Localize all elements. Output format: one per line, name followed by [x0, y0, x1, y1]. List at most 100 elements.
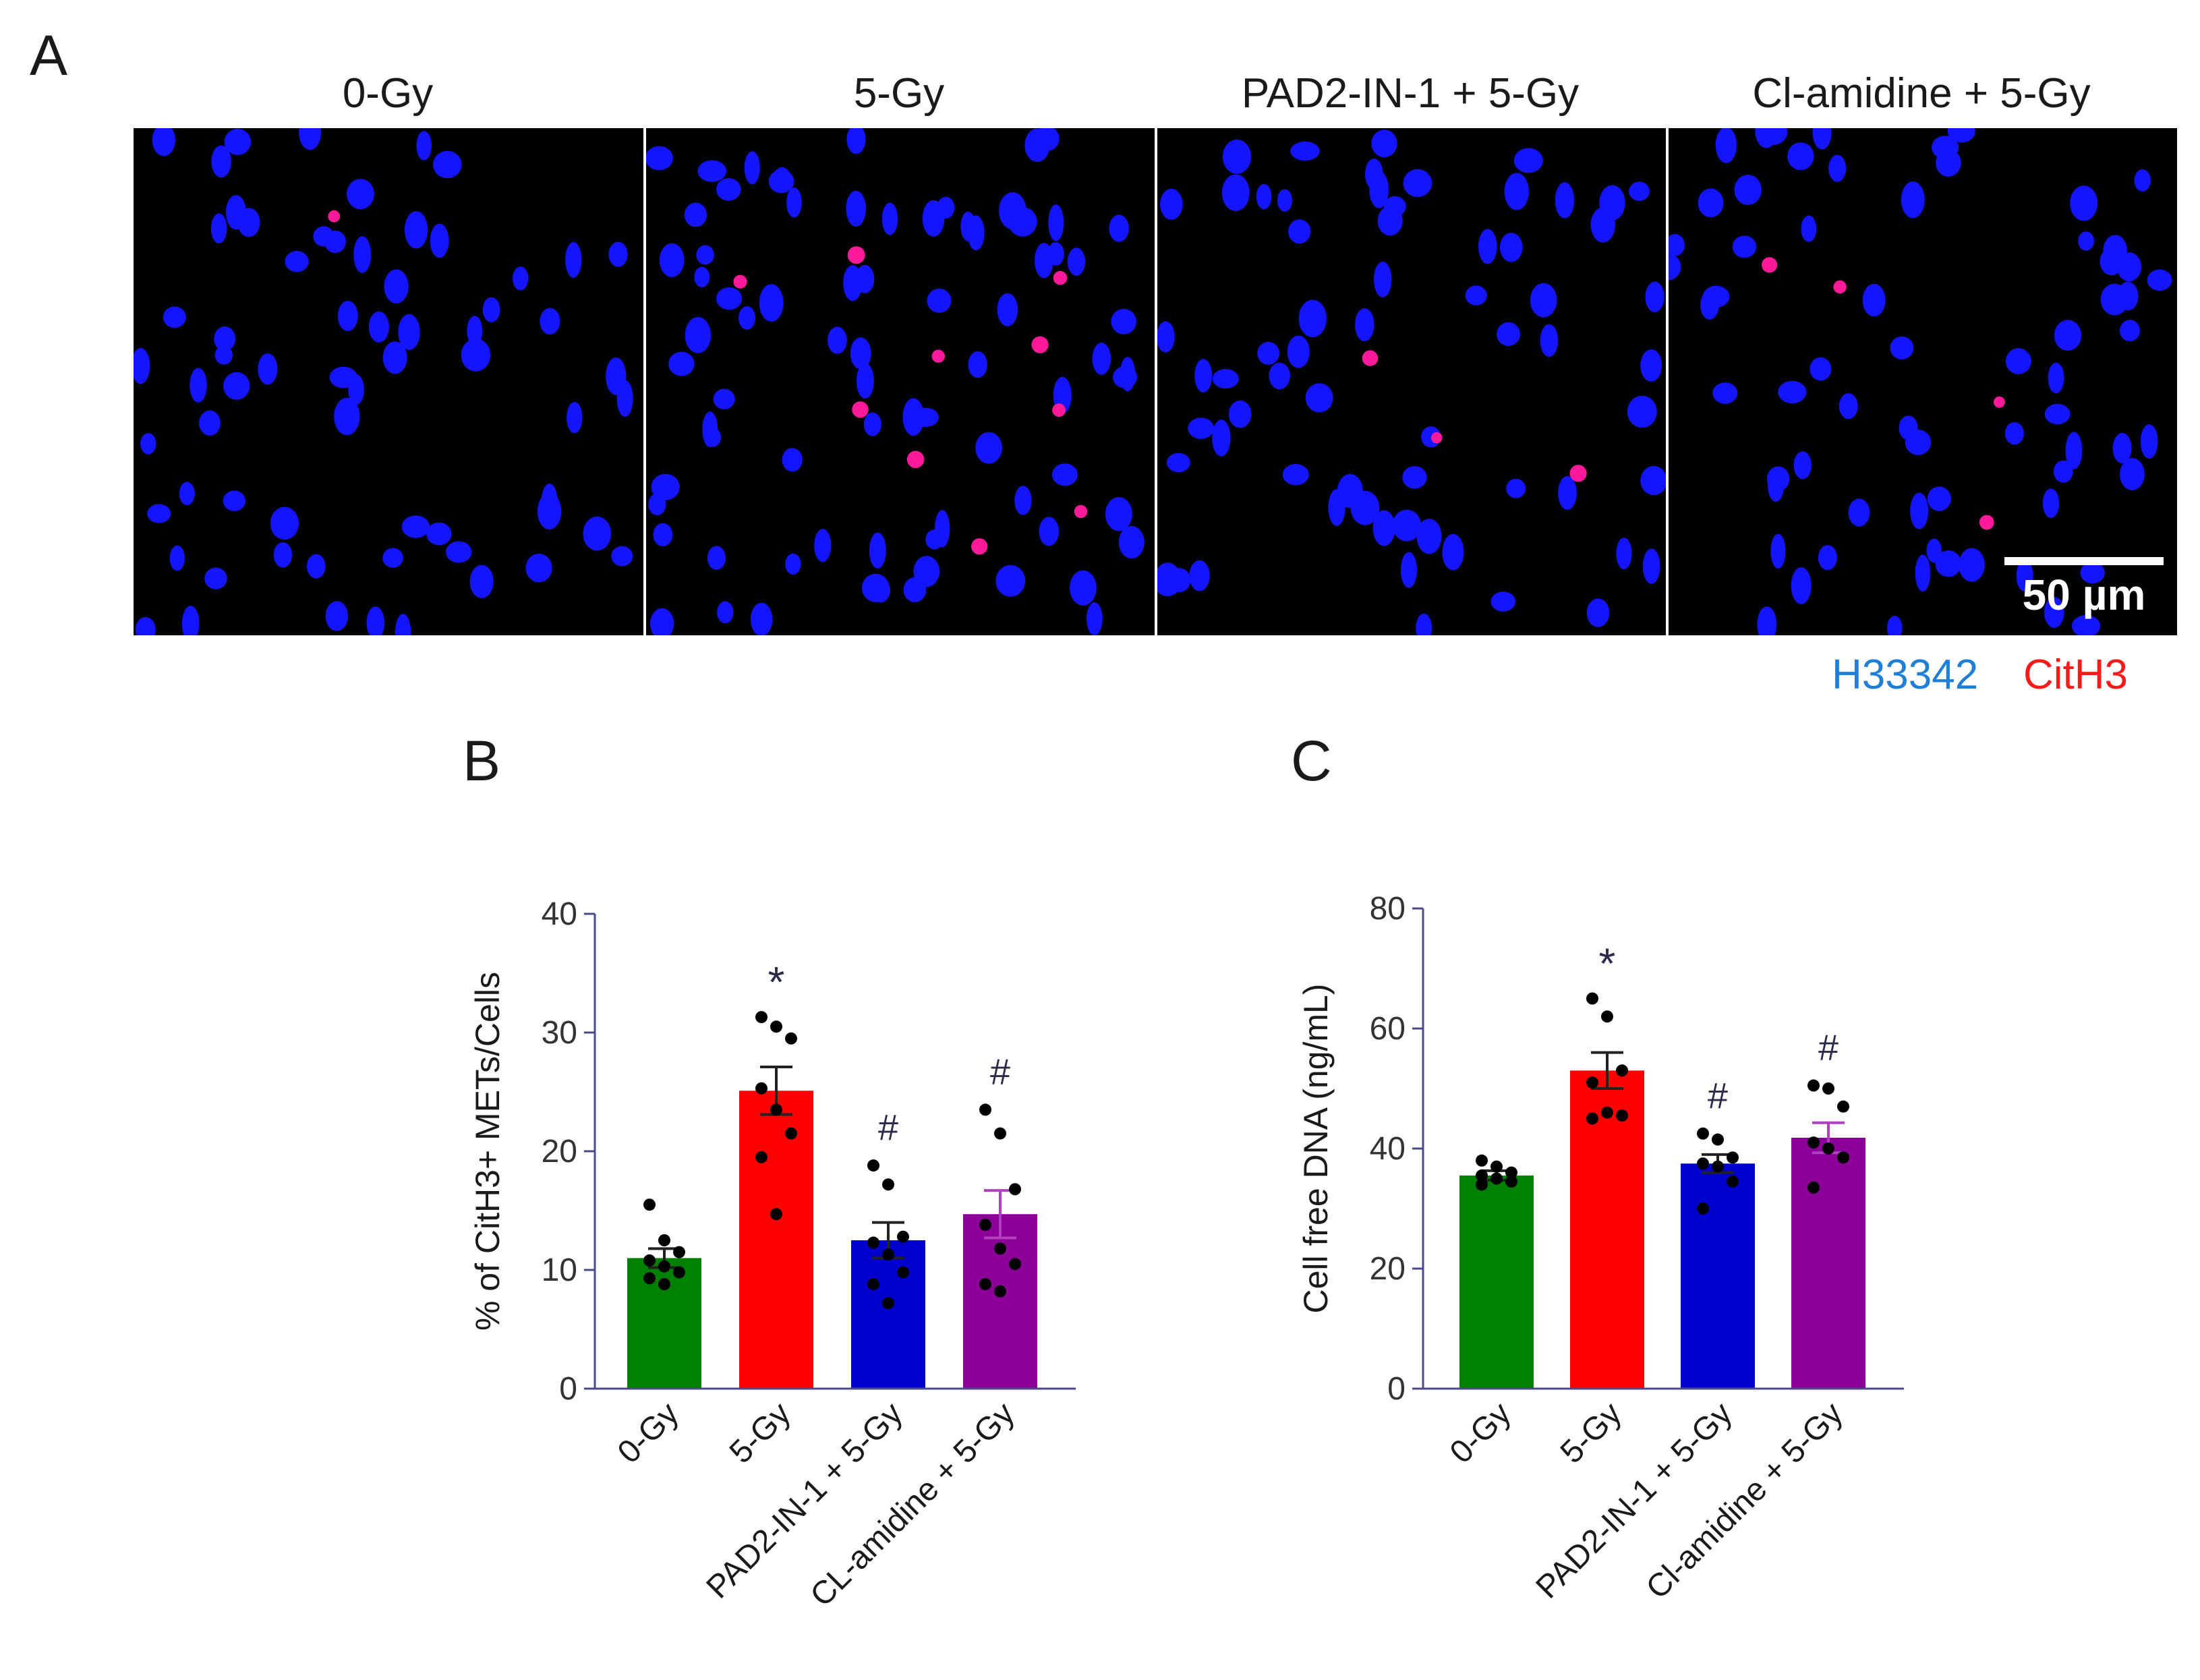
nucleus: [995, 564, 1026, 597]
chart-c-bar: [1791, 1137, 1865, 1389]
cith3-spot: [906, 451, 925, 469]
nucleus: [337, 301, 358, 331]
cith3-spot: [733, 274, 747, 289]
chart-c-point: [1822, 1082, 1834, 1095]
nucleus: [324, 230, 346, 254]
nucleus: [382, 548, 403, 568]
chart-c-x-tick-label: Cl-amidine + 5-Gy: [1640, 1395, 1850, 1606]
nucleus: [190, 368, 207, 403]
nucleus: [1039, 517, 1060, 546]
micrograph-0gy: [134, 128, 643, 635]
nucleus: [645, 146, 673, 171]
nucleus: [1629, 181, 1650, 201]
nucleus: [1586, 598, 1610, 627]
nucleus: [967, 215, 985, 251]
nucleus: [828, 326, 847, 354]
nucleus: [482, 297, 500, 322]
chart-c-point: [1837, 1100, 1849, 1113]
nucleus: [1052, 463, 1078, 486]
nucleus: [846, 190, 866, 227]
chart-c-y-tick-label: 60: [1370, 1011, 1406, 1047]
nucleus: [1642, 548, 1660, 584]
nucleus: [999, 192, 1026, 229]
nucleus: [869, 532, 886, 569]
nucleus: [1337, 473, 1363, 509]
chart-b-point: [755, 1082, 768, 1095]
nucleus: [2004, 422, 2024, 445]
nucleus: [416, 131, 432, 161]
chart-b-point: [658, 1260, 670, 1273]
chart-b-y-label: % of CitH3+ METs/Cells: [469, 972, 506, 1331]
chart-b-bar: [851, 1240, 925, 1389]
chart-c-point: [1697, 1157, 1709, 1170]
nucleus: [147, 504, 171, 523]
nucleus: [927, 288, 952, 313]
nucleus: [467, 316, 483, 346]
chart-b-significance: *: [768, 958, 785, 1006]
image-divider: [643, 128, 646, 635]
nucleus: [366, 606, 385, 635]
cith3-spot: [1031, 336, 1049, 353]
nucleus: [307, 554, 326, 579]
chart-b-point: [643, 1198, 656, 1211]
chart-c-point: [1490, 1172, 1503, 1185]
cith3-spot: [1762, 257, 1778, 273]
nucleus: [1905, 430, 1932, 455]
nucleus: [334, 397, 360, 436]
nucleus: [863, 412, 881, 436]
nucleus: [270, 506, 299, 540]
nucleus: [1222, 140, 1252, 174]
nucleus: [395, 614, 411, 635]
nucleus: [223, 490, 246, 511]
nucleus: [225, 195, 247, 230]
nucleus: [653, 523, 673, 547]
nucleus: [1667, 233, 1685, 256]
panel-c-letter: C: [1291, 729, 1332, 792]
chart-b: 0-Gy * 5-Gy # PAD2-IN-1 + 5-Gy # CL-amidine + …: [469, 896, 1076, 1614]
chart-b-point: [867, 1278, 879, 1291]
legend-cith3: CitH3: [2023, 651, 2129, 698]
chart-c-point: [1727, 1175, 1739, 1188]
nucleus: [163, 306, 186, 328]
nucleus: [446, 541, 472, 563]
nucleus: [2048, 362, 2064, 394]
nucleus: [1372, 510, 1395, 546]
chart-b-point: [658, 1278, 670, 1291]
nucleus: [1640, 465, 1666, 496]
nucleus: [1221, 174, 1250, 211]
nucleus: [2044, 403, 2071, 425]
chart-c-point: [1616, 1109, 1628, 1122]
nucleus: [169, 545, 185, 571]
chart-b-point: [867, 1159, 879, 1172]
nucleus: [1640, 349, 1662, 382]
nucleus: [2016, 560, 2033, 592]
panel-a-letter: A: [30, 24, 68, 87]
nucleus: [1290, 141, 1320, 161]
chart-b-point: [770, 1020, 782, 1033]
chart-b-point: [994, 1127, 1006, 1140]
nucleus: [353, 236, 372, 273]
chart-b-y-tick-label: 40: [542, 896, 577, 932]
nucleus: [2044, 597, 2064, 628]
nucleus: [668, 351, 695, 376]
chart-c-significance: *: [1599, 939, 1616, 988]
nucleus: [814, 529, 832, 562]
nucleus: [1927, 486, 1951, 511]
chart-b-bar: [963, 1214, 1037, 1389]
nucleus: [211, 145, 231, 178]
nucleus: [935, 510, 950, 548]
chart-c-point: [1616, 1064, 1628, 1077]
chart-c-point: [1822, 1142, 1834, 1155]
cith3-spot: [328, 210, 341, 223]
chart-c-point: [1712, 1160, 1724, 1173]
chart-b-point: [882, 1297, 894, 1310]
nucleus: [650, 608, 674, 635]
nucleus: [513, 266, 529, 291]
micro-title-0gy: 0-Gy: [342, 70, 434, 117]
chart-b-point: [979, 1278, 991, 1291]
nucleus: [1499, 233, 1523, 262]
nucleus: [2005, 348, 2031, 374]
chart-c-y-label: Cell free DNA (ng/mL): [1297, 983, 1335, 1313]
nucleus: [2140, 424, 2158, 459]
nucleus: [1228, 400, 1252, 428]
